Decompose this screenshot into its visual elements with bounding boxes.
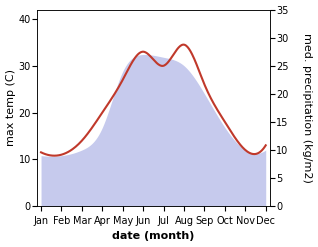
Y-axis label: med. precipitation (kg/m2): med. precipitation (kg/m2) xyxy=(302,33,313,183)
X-axis label: date (month): date (month) xyxy=(112,231,195,242)
Y-axis label: max temp (C): max temp (C) xyxy=(5,69,16,146)
